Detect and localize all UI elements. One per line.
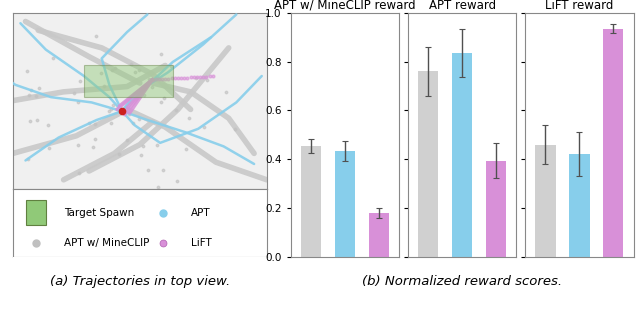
Bar: [84, 65, 173, 97]
Bar: [418, 71, 438, 257]
Text: (b) Normalized reward scores.: (b) Normalized reward scores.: [362, 275, 562, 288]
Text: APT: APT: [191, 208, 210, 217]
Bar: [301, 146, 321, 257]
Bar: [452, 53, 472, 257]
Text: (a) Trajectories in top view.: (a) Trajectories in top view.: [50, 275, 230, 288]
Title: APT w/ MineCLIP reward: APT w/ MineCLIP reward: [274, 0, 416, 11]
Text: LiFT: LiFT: [191, 238, 211, 248]
Bar: [335, 151, 355, 257]
Bar: [603, 29, 623, 257]
Title: APT reward: APT reward: [429, 0, 496, 11]
Text: APT w/ MineCLIP: APT w/ MineCLIP: [63, 238, 149, 248]
Bar: [569, 154, 589, 257]
Bar: [369, 213, 389, 257]
Title: LiFT reward: LiFT reward: [545, 0, 614, 11]
Text: Target Spawn: Target Spawn: [63, 208, 134, 217]
Bar: [535, 145, 556, 257]
Bar: [486, 160, 506, 257]
FancyBboxPatch shape: [26, 200, 46, 225]
